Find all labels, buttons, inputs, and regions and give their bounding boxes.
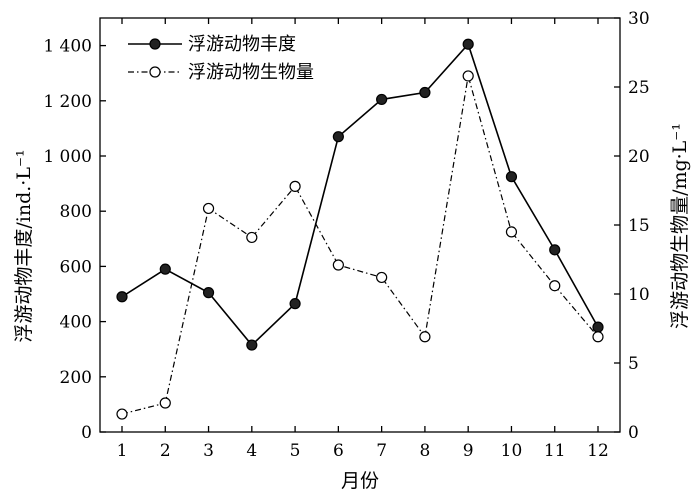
series-lines xyxy=(121,42,599,415)
y-tick-label: 800 xyxy=(60,202,92,222)
data-point-series-0 xyxy=(116,291,128,303)
y-tick-label: 0 xyxy=(81,423,92,443)
y-tick-label: 1 000 xyxy=(43,147,92,167)
series-line-1 xyxy=(121,75,599,415)
y2-tick-label: 30 xyxy=(628,9,650,29)
series-line-0 xyxy=(121,42,599,347)
data-point-series-0 xyxy=(462,38,474,50)
y-tick-label: 400 xyxy=(60,313,92,333)
data-point-series-1 xyxy=(246,231,258,244)
y2-tick-label: 0 xyxy=(628,423,639,443)
y-tick-label: 600 xyxy=(60,257,92,277)
y2-tick-label: 15 xyxy=(628,216,650,236)
x-axis-title: 月份 xyxy=(341,470,379,492)
x-tick-label: 4 xyxy=(246,441,257,461)
x-tick-label: 9 xyxy=(463,441,474,461)
data-point-series-1 xyxy=(376,271,388,284)
y2-tick-label: 20 xyxy=(628,147,650,167)
data-point-series-1 xyxy=(159,397,171,409)
y-tick-label: 1 200 xyxy=(43,92,92,112)
x-tick-label: 6 xyxy=(333,441,344,461)
y-axis-title: 浮游动物丰度/ind.·L⁻¹ xyxy=(13,149,35,342)
legend-entry-biomass: 浮游动物生物量 xyxy=(128,62,314,83)
legend: 浮游动物丰度 浮游动物生物量 xyxy=(128,34,314,83)
x-tick-label: 7 xyxy=(376,441,387,461)
data-point-series-1 xyxy=(202,202,215,215)
y2-tick-label: 10 xyxy=(628,285,650,305)
data-point-series-0 xyxy=(289,298,301,310)
legend-label-biomass: 浮游动物生物量 xyxy=(188,62,314,83)
legend-marker-abundance xyxy=(149,38,161,50)
data-point-series-0 xyxy=(332,131,344,143)
data-point-series-0 xyxy=(592,321,604,333)
series-points xyxy=(116,38,604,420)
legend-label-abundance: 浮游动物丰度 xyxy=(188,34,296,55)
data-point-series-1 xyxy=(462,70,474,82)
y2-axis-ticks: 0 5 10 15 20 25 30 xyxy=(614,9,650,443)
data-point-series-0 xyxy=(202,287,215,299)
data-point-series-1 xyxy=(505,226,518,238)
x-tick-label: 8 xyxy=(419,441,430,461)
data-point-series-0 xyxy=(376,93,388,106)
data-point-series-1 xyxy=(419,331,431,343)
x-tick-label: 3 xyxy=(203,441,214,461)
data-point-series-1 xyxy=(592,331,604,343)
data-point-series-0 xyxy=(246,339,258,351)
x-axis-ticks: 1 2 3 4 5 6 7 8 9 10 11 12 xyxy=(117,18,609,461)
x-tick-label: 5 xyxy=(290,441,301,461)
data-point-series-1 xyxy=(332,259,344,271)
data-point-series-0 xyxy=(549,244,561,256)
legend-marker-biomass xyxy=(149,66,161,78)
y-tick-label: 1 400 xyxy=(43,37,92,57)
y2-tick-label: 5 xyxy=(628,354,639,374)
x-tick-label: 2 xyxy=(160,441,171,461)
legend-entry-abundance: 浮游动物丰度 xyxy=(128,34,296,55)
x-tick-label: 11 xyxy=(544,441,566,461)
y2-axis-title: 浮游动物生物量/mg·L⁻¹ xyxy=(669,123,691,329)
data-point-series-0 xyxy=(505,171,518,183)
x-tick-label: 1 xyxy=(117,441,128,461)
data-point-series-1 xyxy=(289,180,301,192)
x-tick-label: 12 xyxy=(587,441,609,461)
x-tick-label: 10 xyxy=(501,441,523,461)
y2-tick-label: 25 xyxy=(628,78,650,98)
data-point-series-0 xyxy=(419,86,431,99)
data-point-series-1 xyxy=(116,408,128,420)
plot-frame xyxy=(99,17,621,433)
data-point-series-0 xyxy=(159,263,171,275)
y-axis-ticks: 0 200 400 600 800 1 000 1 200 1 400 xyxy=(43,37,106,443)
axes xyxy=(99,17,621,433)
data-point-series-1 xyxy=(549,280,561,292)
y-tick-label: 200 xyxy=(60,368,92,388)
